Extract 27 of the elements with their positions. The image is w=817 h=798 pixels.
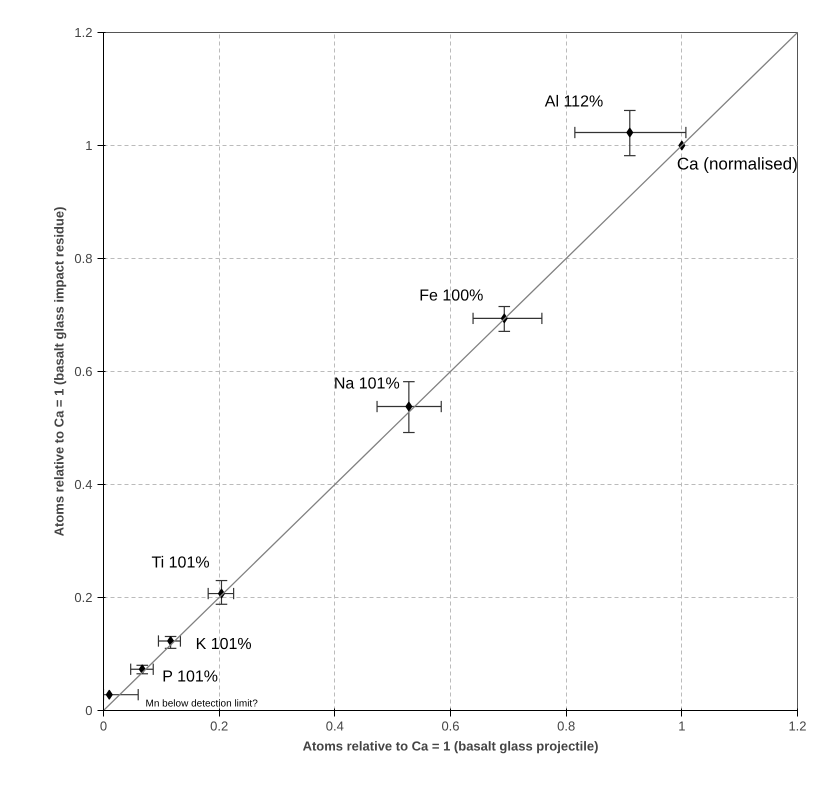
point (106, 690, 113, 700)
x-tick-label: 0 (100, 718, 108, 734)
annotation: Mn below detection limit? (146, 698, 258, 710)
y-tick-label: 0.4 (74, 477, 93, 492)
x-tick-label: 0.4 (326, 718, 344, 734)
y-axis-title: Atoms relative to Ca = 1 (basalt glass impact residue) (51, 206, 66, 536)
y-tick-label: 0.6 (74, 364, 93, 379)
point (405, 402, 412, 412)
x-axis-title: Atoms relative to Ca = 1 (basalt glass projectile) (302, 738, 598, 754)
y-tick-label: 0.2 (74, 590, 93, 605)
x-tick-label: 0.8 (557, 718, 576, 734)
point (626, 128, 634, 138)
x-tick-label: 0.2 (210, 718, 228, 734)
y-tick-label: 1.2 (74, 25, 93, 40)
annotation: K 101% (196, 636, 252, 654)
annotation: Na 101% (334, 376, 400, 393)
y-tick-label: 1 (85, 138, 93, 153)
annotation: Ti 101% (151, 554, 210, 572)
x-tick-label: 1 (678, 718, 686, 734)
annotation: Fe 100% (419, 287, 484, 304)
annotation: Ca (normalised) (676, 154, 798, 174)
annotation: Al 112% (544, 94, 604, 111)
x-tick-label: 0.6 (441, 718, 460, 734)
y-tick-label: 0 (85, 703, 93, 718)
annotation: P 101% (162, 668, 218, 686)
y-tick-label: 0.8 (74, 251, 93, 266)
x-tick-label: 1.2 (788, 718, 807, 734)
